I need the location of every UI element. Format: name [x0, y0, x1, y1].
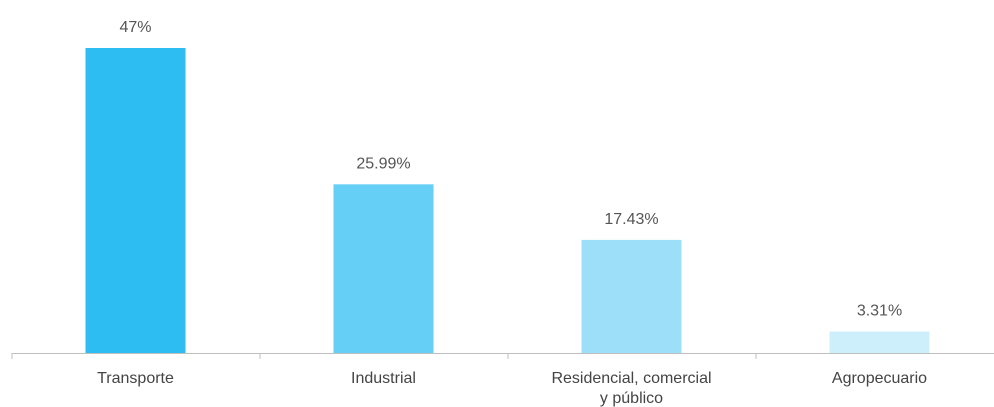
- category-label-line: Residencial, comercial: [551, 370, 711, 387]
- value-label-3: 17.43%: [604, 211, 658, 228]
- category-label-3: Residencial, comercial y público: [551, 370, 711, 407]
- bar-1: [85, 48, 186, 353]
- category-label-line: Agropecuario: [832, 370, 927, 387]
- value-label-2: 25.99%: [356, 155, 410, 172]
- bar-4: [829, 331, 930, 353]
- category-label-line: y público: [600, 390, 663, 407]
- value-label-1: 47%: [119, 19, 151, 36]
- bar-2: [333, 184, 434, 353]
- bar-3: [581, 239, 682, 353]
- value-label-4: 3.31%: [857, 303, 902, 320]
- category-label-line: Industrial: [351, 370, 416, 387]
- category-label-4: Agropecuario: [832, 370, 927, 387]
- category-label-line: Transporte: [97, 370, 174, 387]
- category-label-1: Transporte: [97, 370, 174, 387]
- category-label-2: Industrial: [351, 370, 416, 387]
